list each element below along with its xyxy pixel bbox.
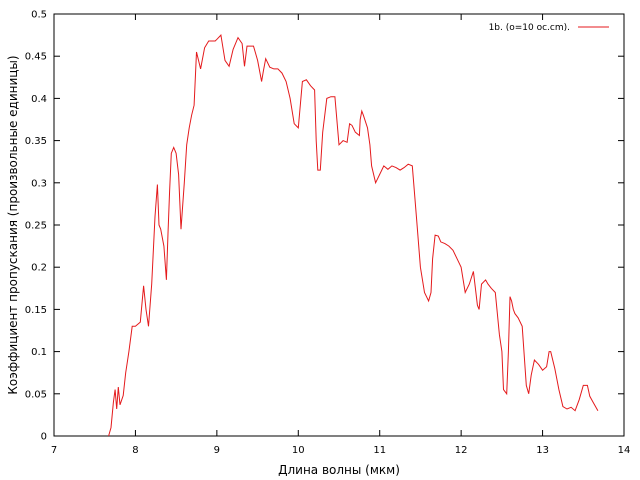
series-line [108,34,599,437]
x-tick-label: 7 [51,445,57,456]
plot-frame [53,13,625,437]
y-tick-label: 0.25 [25,221,47,232]
y-axis-label: Коэффициент пропускания (произвольные ед… [6,55,20,394]
x-tick-label: 9 [214,445,220,456]
x-tick-label: 13 [536,445,549,456]
y-tick-label: 0 [41,432,47,443]
legend: 1b. (o=10 oc.cm). [489,23,609,33]
y-tick-label: 0.2 [31,263,47,274]
legend-label: 1b. (o=10 oc.cm). [489,23,570,33]
x-tick-label: 10 [292,445,305,456]
x-tick-label: 12 [455,445,468,456]
x-tick-label: 8 [132,445,138,456]
y-tick-label: 0.4 [31,94,47,105]
axis-ticks [53,13,625,437]
x-tick-label: 14 [618,445,631,456]
y-tick-label: 0.15 [25,305,47,316]
axis-tick-labels: 7 8 9 10 11 12 13 14 0 0.05 0.1 0.15 0.2 0.25 0.3 0.35 0… [25,10,631,457]
y-tick-label: 0.5 [31,10,47,21]
y-tick-label: 0.05 [25,389,47,400]
y-tick-label: 0.3 [31,178,47,189]
y-tick-label: 0.1 [31,347,47,358]
x-axis-label: Длина волны (мкм) [278,463,400,477]
x-tick-label: 11 [373,445,386,456]
y-tick-label: 0.45 [25,52,47,63]
y-tick-label: 0.35 [25,136,47,147]
